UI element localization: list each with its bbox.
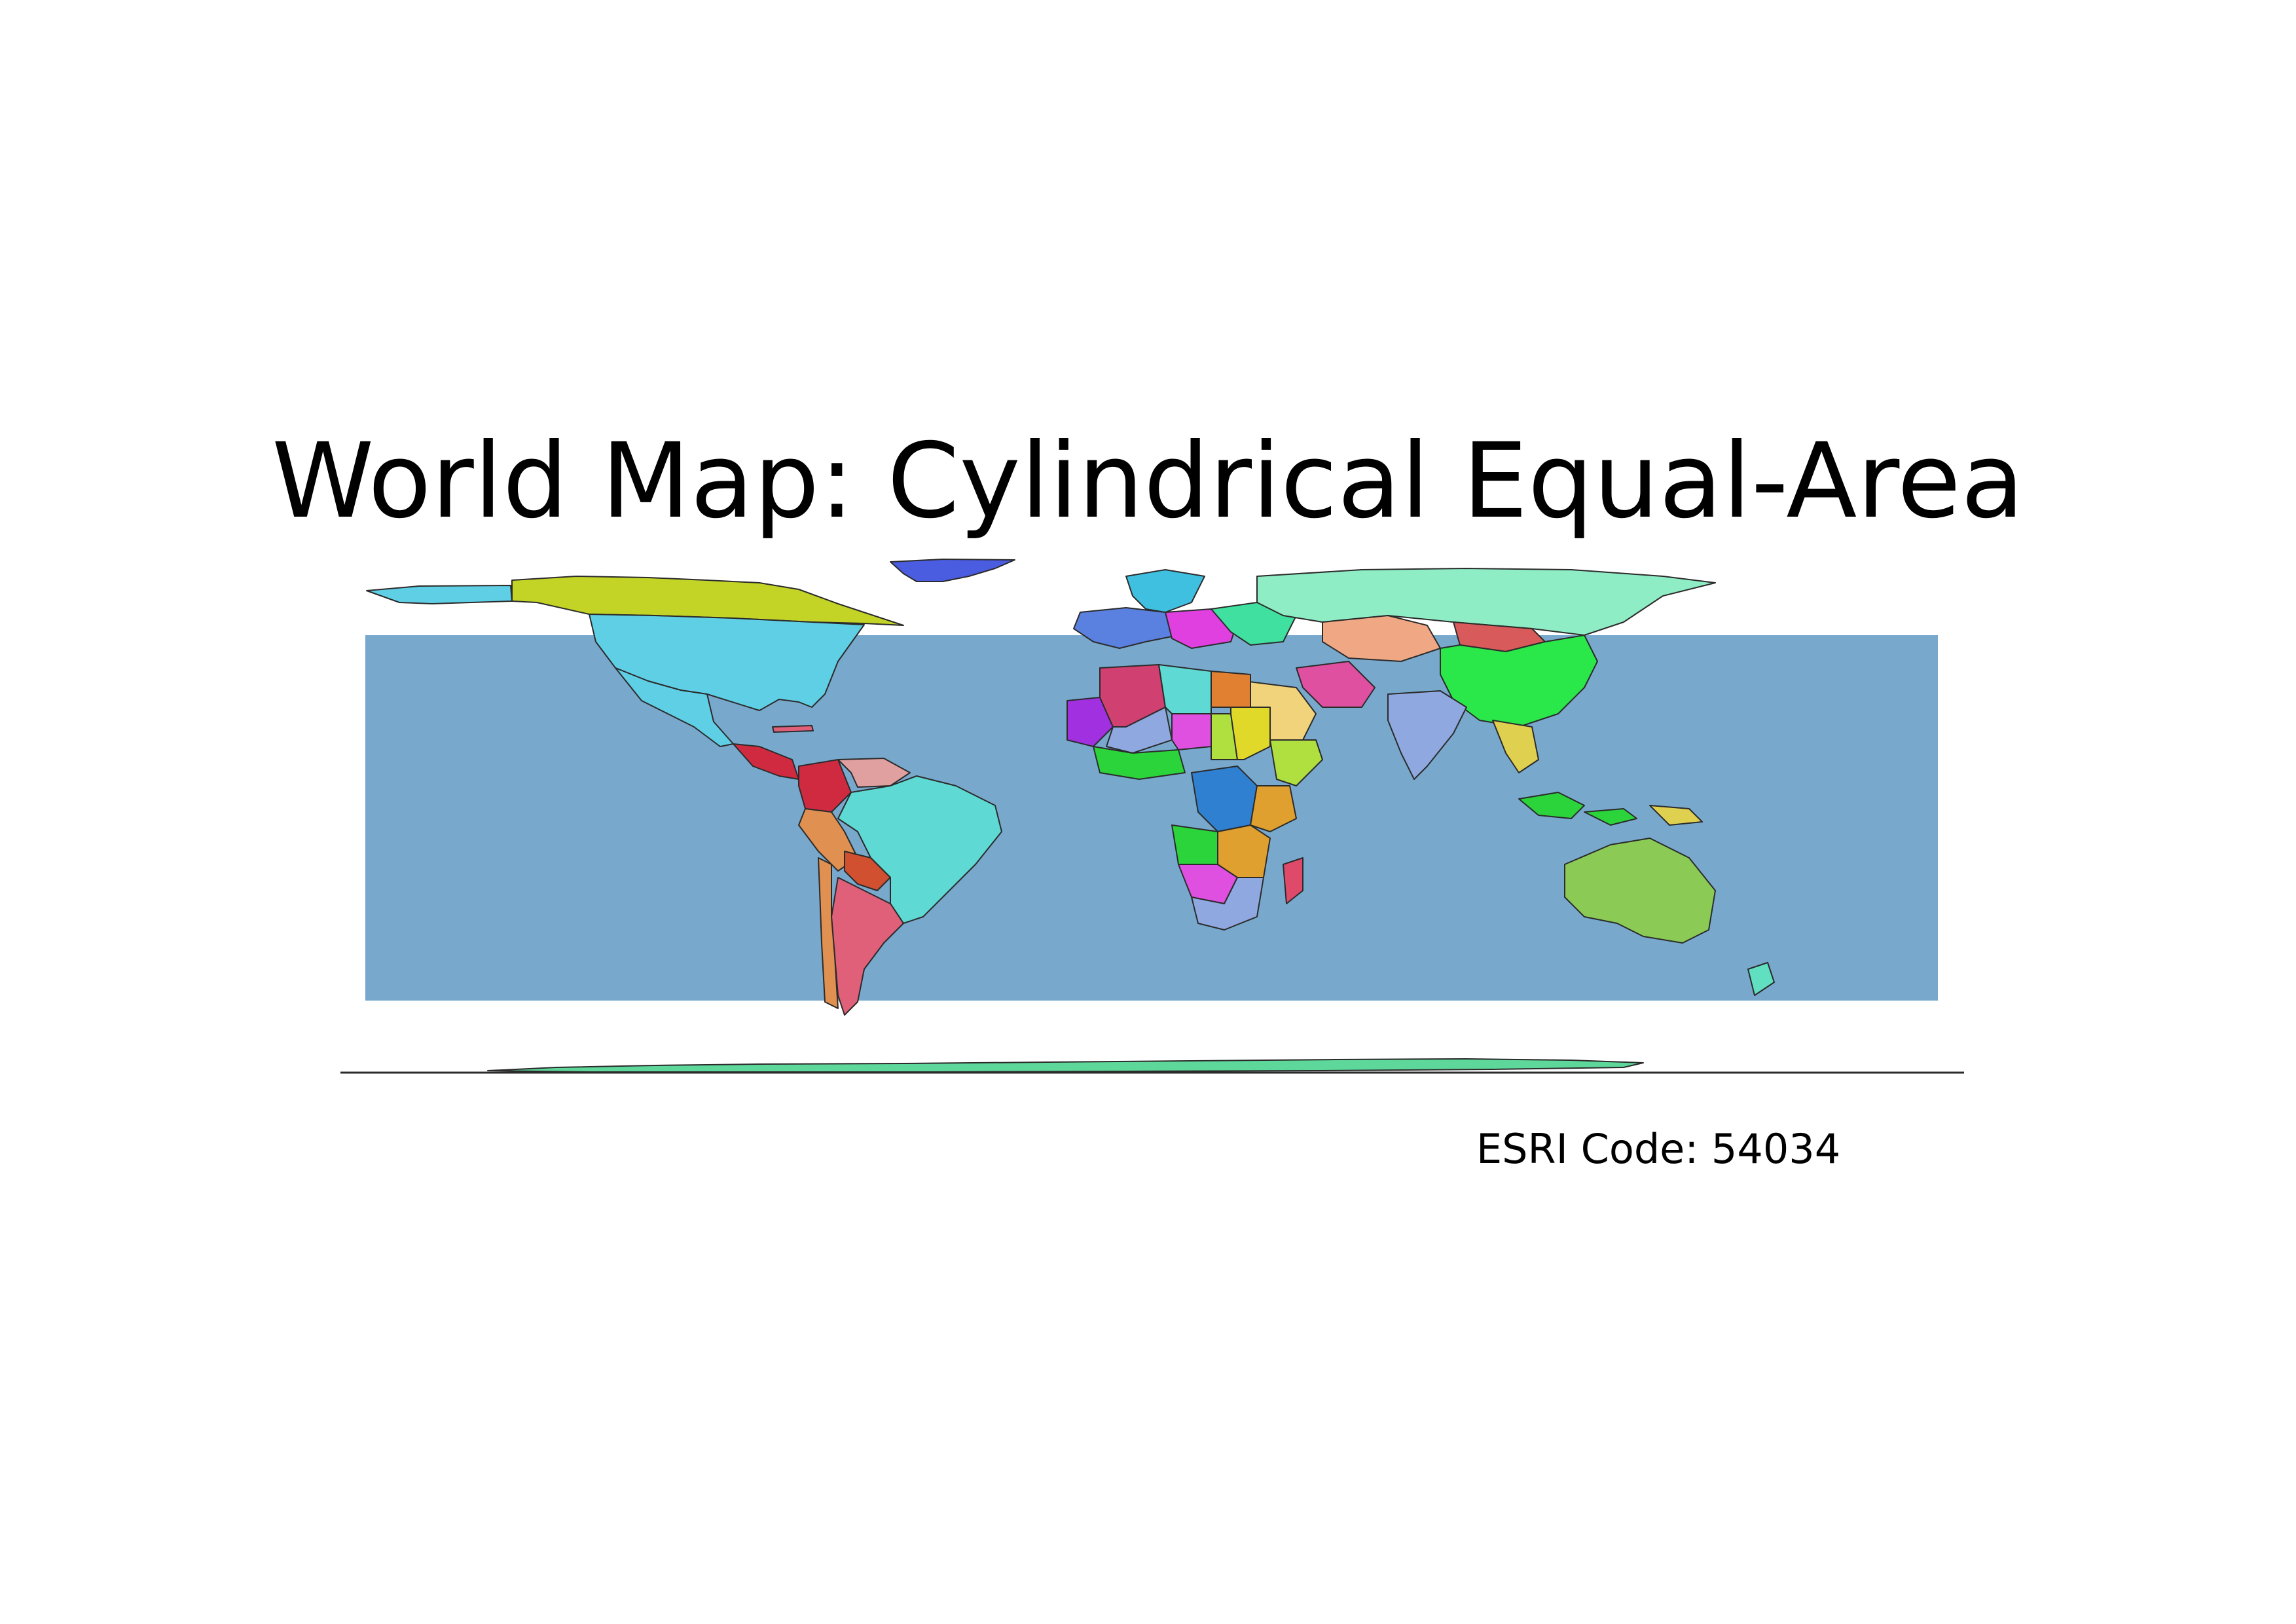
antarctica — [487, 1058, 1644, 1073]
alaska — [366, 585, 513, 604]
brazil — [837, 775, 1002, 924]
map-title: World Map: Cylindrical Equal-Area — [272, 421, 2024, 542]
canada — [511, 576, 904, 626]
chad — [1211, 713, 1238, 760]
indonesia-east — [1584, 808, 1637, 826]
south-africa — [1191, 877, 1264, 931]
iran — [1296, 661, 1376, 708]
niger — [1171, 713, 1212, 750]
angola — [1171, 824, 1218, 865]
chile — [818, 857, 839, 1009]
projection-code-label: ESRI Code: 54034 — [1476, 1125, 1841, 1173]
tanzania-kenya — [1250, 785, 1297, 832]
indonesia — [1518, 792, 1585, 819]
ethiopia-horn — [1269, 739, 1323, 786]
greenland — [890, 559, 1015, 582]
southeast-asia — [1492, 720, 1539, 773]
west-africa-coast — [1093, 746, 1186, 780]
papua-new-guinea — [1649, 805, 1703, 826]
russia — [1256, 568, 1716, 636]
mauritania-west-africa — [1066, 697, 1114, 747]
world-map-svg — [340, 559, 1964, 1074]
india — [1387, 690, 1467, 780]
sudan — [1230, 707, 1271, 760]
caribbean-islands — [772, 725, 814, 733]
madagascar — [1283, 857, 1303, 904]
bolivia — [844, 851, 891, 891]
europe-west — [1073, 607, 1179, 649]
world-map — [340, 550, 1964, 1087]
mozambique-zambia — [1217, 824, 1271, 878]
egypt — [1211, 671, 1251, 708]
scandinavia — [1125, 569, 1205, 613]
kazakhstan — [1322, 615, 1441, 662]
australia — [1564, 838, 1716, 944]
libya — [1158, 664, 1212, 714]
new-zealand — [1747, 962, 1775, 996]
